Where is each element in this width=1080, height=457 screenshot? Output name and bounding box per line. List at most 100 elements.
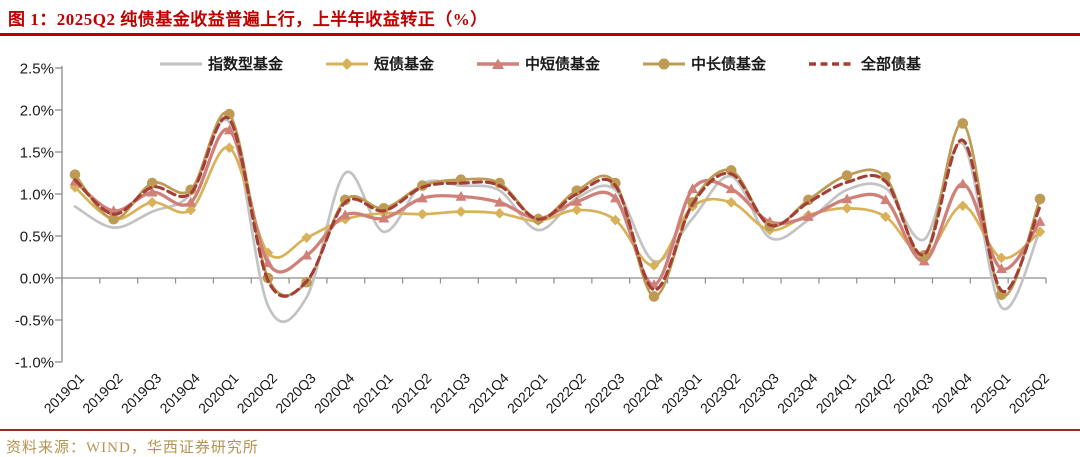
legend-dashed-line-icon [809,61,856,66]
series-4 [73,115,1042,298]
legend-label: 全部债基 [861,57,922,73]
series-line [73,111,1042,298]
figure-title: 图 1：2025Q2 纯债基金收益普遍上行，上半年收益转正（%） [8,10,488,29]
x-tick-label: 2020Q4 [311,370,358,417]
data-point-triangle [301,249,312,260]
data-point-diamond [841,202,853,214]
legend-item-0: 指数型基金 [159,53,283,74]
legend-diamond-icon [325,57,368,70]
x-tick-label: 2021Q2 [388,370,435,417]
data-point-triangle [224,124,235,135]
footer-rule [0,429,1080,431]
data-point-triangle [185,196,197,207]
data-point-triangle [880,194,891,205]
legend-triangle-icon [476,58,519,69]
data-point-circle [725,165,737,176]
x-tick-label: 2024Q3 [890,370,937,417]
series-line [73,115,1042,298]
legend-label: 中长债基金 [691,57,767,73]
data-point-diamond [417,208,428,220]
legend-item-4: 全部债基 [808,53,921,74]
source-note: 资料来源：WIND，华西证券研究所 [6,440,259,456]
title-rule [0,33,1080,36]
x-tick-label: 2022Q4 [620,370,667,417]
x-tick-label: 2025Q1 [967,370,1014,417]
chart-legend: 指数型基金 短债基金 中短债基金 中长债基金 全部债基 [0,53,1080,74]
x-tick-label: 2022Q1 [504,370,551,417]
data-point-diamond [996,252,1007,264]
x-tick-label: 2021Q4 [465,370,512,417]
x-tick-label: 2023Q3 [735,370,782,417]
y-tick-label: 0.5% [20,229,54,246]
axes [55,66,1047,363]
data-point-triangle [957,178,969,189]
data-point-diamond [571,204,583,216]
legend-item-1: 短债基金 [325,53,434,74]
x-tick-label: 2019Q4 [156,370,203,417]
data-point-circle [339,194,351,206]
x-axis-labels: 2019Q12019Q22019Q32019Q42020Q12020Q22020… [41,370,1053,417]
y-tick-label: 0.0% [20,271,54,288]
data-point-circle [571,185,583,196]
legend-label: 短债基金 [373,57,434,73]
data-point-circle [69,169,81,180]
x-tick-label: 2020Q1 [195,370,242,417]
data-point-triangle [262,257,274,268]
data-point-circle [610,177,621,189]
data-point-diamond [455,206,467,217]
data-point-triangle [146,186,158,197]
data-point-triangle [803,211,814,221]
x-tick-label: 2020Q3 [272,370,319,417]
data-point-diamond [301,232,312,243]
data-point-diamond [725,197,737,208]
data-point-diamond [880,211,891,222]
x-tick-label: 2023Q1 [658,370,705,417]
data-point-diamond [185,204,197,216]
data-point-circle [957,118,969,129]
data-point-triangle [841,193,853,204]
data-point-circle [648,291,660,302]
y-axis-labels: 2.5% 2.0% 1.5% 1.0% 0.5% 0.0% -0.5% -1.0% [15,61,54,372]
data-point-diamond [610,214,621,226]
series-0 [73,118,1042,323]
y-tick-label: 1.5% [20,145,54,162]
y-tick-label: -0.5% [15,313,54,330]
data-point-diamond [648,260,660,271]
data-point-triangle [339,209,351,220]
x-tick-label: 2019Q1 [41,370,88,417]
data-point-triangle [455,190,467,201]
data-point-circle [1034,193,1046,205]
x-tick-label: 2022Q3 [581,370,628,417]
data-point-triangle [996,263,1007,273]
data-point-circle [108,213,119,225]
x-tick-label: 2022Q2 [542,370,589,417]
legend-line-icon [159,61,202,66]
data-point-triangle [725,183,737,194]
x-tick-label: 2023Q4 [774,370,821,417]
legend-label: 中短债基金 [524,57,600,73]
x-tick-label: 2025Q2 [1006,370,1053,417]
x-tick-label: 2024Q1 [813,370,860,417]
data-point-triangle [687,183,698,194]
data-point-diamond [262,247,274,259]
data-point-diamond [957,200,969,212]
x-tick-label: 2020Q2 [234,370,281,417]
data-point-circle [417,180,428,191]
data-point-triangle [417,192,428,203]
data-point-triangle [571,195,583,206]
x-tick-label: 2024Q4 [928,370,975,417]
data-point-diamond [1034,226,1046,238]
x-tick-label: 2021Q3 [427,370,474,417]
y-tick-label: 2.0% [20,103,54,120]
x-tick-label: 2019Q2 [79,370,126,417]
data-point-triangle [1034,216,1046,226]
data-point-triangle [610,192,621,203]
y-tick-label: -1.0% [15,355,54,372]
y-tick-label: 2.5% [20,61,54,78]
legend-label: 指数型基金 [207,57,283,73]
data-point-diamond [494,208,505,219]
data-point-circle [841,170,853,181]
x-tick-label: 2021Q1 [349,370,396,417]
data-point-diamond [224,142,235,154]
series-line [73,118,1042,323]
